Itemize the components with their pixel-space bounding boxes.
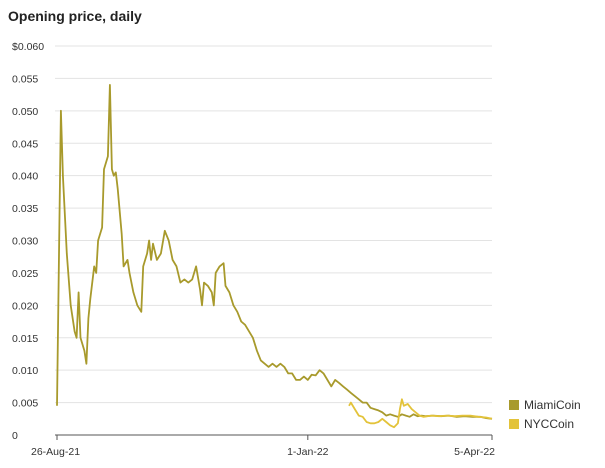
series-line-nyccoin bbox=[348, 398, 493, 429]
y-tick-label: 0.015 bbox=[12, 333, 38, 345]
y-tick-label: 0.050 bbox=[12, 106, 38, 118]
legend: MiamiCoin NYCCoin bbox=[509, 398, 581, 431]
legend-swatch bbox=[509, 400, 519, 410]
series-lines bbox=[56, 84, 493, 429]
x-axis-ticks: 26-Aug-21 1-Jan-22 5-Apr-22 bbox=[31, 435, 495, 458]
y-tick-label: 0.055 bbox=[12, 73, 38, 85]
y-tick-label: 0.020 bbox=[12, 300, 38, 312]
y-tick-label: 0.035 bbox=[12, 203, 38, 215]
x-tick-label: 26-Aug-21 bbox=[31, 446, 80, 458]
gridlines bbox=[55, 45, 492, 436]
y-tick-label: 0.045 bbox=[12, 138, 38, 150]
x-tick-label: 1-Jan-22 bbox=[287, 446, 329, 458]
y-tick-label: 0.005 bbox=[12, 398, 38, 410]
legend-label: MiamiCoin bbox=[524, 398, 581, 412]
y-tick-label: $0.060 bbox=[12, 41, 44, 53]
y-tick-label: 0 bbox=[12, 430, 18, 442]
y-tick-label: 0.030 bbox=[12, 236, 38, 248]
y-tick-label: 0.010 bbox=[12, 365, 38, 377]
legend-swatch bbox=[509, 419, 519, 429]
y-tick-label: 0.040 bbox=[12, 171, 38, 183]
series-line-miamicoin bbox=[56, 84, 493, 420]
y-axis-ticks: 0 0.005 0.010 0.015 0.020 0.025 0.030 0.035 0.04… bbox=[12, 41, 44, 442]
x-tick-label: 5-Apr-22 bbox=[454, 446, 495, 458]
chart-title: Opening price, daily bbox=[8, 8, 142, 24]
y-tick-label: 0.025 bbox=[12, 268, 38, 280]
legend-label: NYCCoin bbox=[524, 417, 574, 431]
